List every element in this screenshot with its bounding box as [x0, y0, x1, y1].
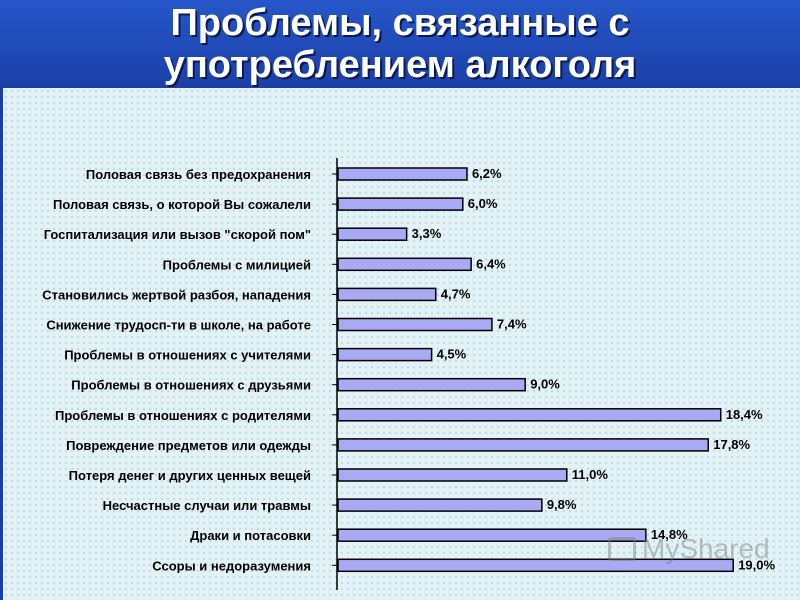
category-label: Драки и потасовки	[190, 528, 311, 543]
category-label: Половая связь без предохранения	[86, 167, 311, 182]
category-label: Снижение трудосп-ти в школе, на работе	[46, 318, 311, 333]
watermark-text: MyShared	[642, 533, 770, 564]
value-label: 9,8%	[547, 497, 577, 512]
chart-title: Проблемы, связанные с употреблением алко…	[0, 2, 800, 86]
value-label: 6,0%	[468, 196, 498, 211]
value-label: 6,2%	[472, 166, 502, 181]
watermark: MyShared	[608, 533, 770, 573]
value-label: 6,4%	[476, 256, 506, 271]
value-label: 18,4%	[726, 407, 763, 422]
bar	[337, 227, 408, 241]
title-line-1: Проблемы, связанные с	[170, 2, 630, 44]
bar-chart: Половая связь без предохранения 6,2% Полов…	[42, 158, 776, 590]
bar	[337, 408, 722, 422]
value-label: 7,4%	[497, 317, 527, 332]
value-label: 3,3%	[412, 226, 442, 241]
category-label: Повреждение предметов или одежды	[66, 438, 311, 453]
bar	[337, 347, 433, 362]
plot-area: Половая связь без предохранения 6,2% Полов…	[3, 88, 800, 600]
category-label: Несчастные случаи или травмы	[103, 498, 311, 513]
value-label: 4,5%	[437, 347, 467, 362]
category-label: Проблемы в отношениях с учителями	[64, 348, 311, 363]
value-label: 9,0%	[530, 377, 560, 392]
value-label: 17,8%	[713, 437, 750, 452]
bar	[337, 377, 526, 392]
category-label: Половая связь, о которой Вы сожалели	[53, 197, 311, 212]
category-label: Потеря денег и других ценных вещей	[69, 468, 311, 483]
category-label: Ссоры и недоразумения	[152, 558, 311, 573]
bar	[337, 498, 543, 512]
category-label: Становились жертвой разбоя, нападения	[42, 287, 311, 302]
bar	[337, 438, 709, 452]
bar	[337, 528, 647, 542]
bar	[337, 167, 468, 181]
bar	[337, 197, 464, 211]
value-label: 14,8%	[651, 527, 688, 542]
bar	[337, 558, 734, 573]
bar	[337, 287, 437, 302]
value-label: 11,0%	[572, 467, 609, 482]
value-label: 4,7%	[441, 286, 471, 301]
category-label: Проблемы с милицией	[163, 257, 311, 272]
category-label: Госпитализация или вызов "скорой пом"	[44, 227, 311, 242]
bar	[337, 257, 472, 272]
category-label: Проблемы в отношениях с друзьями	[71, 378, 311, 393]
value-label: 19,0%	[738, 557, 775, 572]
bar	[337, 468, 568, 482]
presentation-icon	[608, 537, 636, 561]
bar	[337, 317, 493, 332]
category-label: Проблемы в отношениях с родителями	[55, 408, 311, 423]
title-line-2: употреблением алкоголя	[163, 44, 637, 86]
